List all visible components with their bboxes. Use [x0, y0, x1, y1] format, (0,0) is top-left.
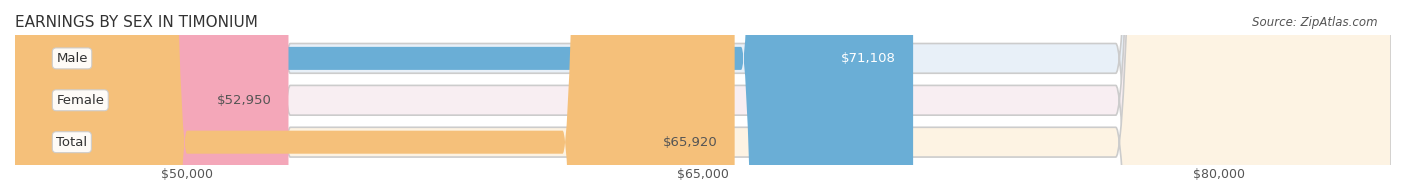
FancyBboxPatch shape — [15, 0, 1391, 196]
Text: Total: Total — [56, 136, 87, 149]
FancyBboxPatch shape — [15, 0, 288, 196]
Text: Male: Male — [56, 52, 87, 65]
Text: $52,950: $52,950 — [217, 94, 271, 107]
Text: $71,108: $71,108 — [841, 52, 896, 65]
FancyBboxPatch shape — [15, 0, 1391, 196]
FancyBboxPatch shape — [15, 0, 912, 196]
Text: Female: Female — [56, 94, 104, 107]
FancyBboxPatch shape — [15, 0, 1391, 196]
Text: Source: ZipAtlas.com: Source: ZipAtlas.com — [1253, 16, 1378, 29]
Text: EARNINGS BY SEX IN TIMONIUM: EARNINGS BY SEX IN TIMONIUM — [15, 15, 257, 30]
Text: $65,920: $65,920 — [662, 136, 717, 149]
FancyBboxPatch shape — [15, 0, 735, 196]
